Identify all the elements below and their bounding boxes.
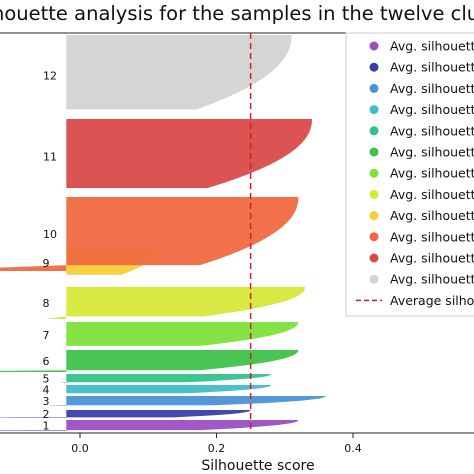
x-axis-label: Silhouette score — [201, 458, 314, 474]
cluster-9-label: 9 — [43, 257, 50, 270]
legend-frame — [345, 32, 474, 317]
legend-marker — [369, 168, 379, 178]
legend-marker — [369, 211, 379, 221]
cluster-12-label: 12 — [43, 70, 57, 83]
cluster-1-silhouette — [0, 420, 299, 431]
cluster-3-silhouette — [45, 396, 326, 406]
legend-label: Avg. silhouette — [390, 166, 474, 181]
cluster-bars — [0, 35, 326, 431]
legend-label: Avg. silhouette — [390, 251, 474, 266]
legend-marker — [369, 83, 379, 93]
legend-marker — [369, 41, 379, 51]
legend-marker — [369, 126, 379, 136]
legend-label: Avg. silhouette — [390, 39, 474, 54]
legend-marker — [369, 105, 379, 115]
cluster-12-silhouette — [66, 35, 292, 116]
legend-marker — [369, 147, 379, 157]
cluster-11-label: 11 — [43, 151, 57, 164]
cluster-2-silhouette — [0, 410, 251, 418]
legend-marker — [369, 232, 379, 242]
cluster-1-label: 1 — [43, 420, 50, 433]
legend-marker — [369, 189, 379, 199]
cluster-2-label: 2 — [43, 408, 50, 421]
cluster-11-silhouette — [66, 119, 313, 194]
cluster-4-silhouette — [66, 385, 272, 394]
legend-marker — [369, 62, 379, 72]
cluster-7-silhouette — [66, 322, 299, 348]
x-tick-label: 0.4 — [344, 442, 362, 455]
plot-frame — [0, 32, 474, 434]
cluster-10-label: 10 — [43, 228, 57, 241]
legend-label: Avg. silhouette — [390, 123, 474, 138]
legend-label: Average silhou — [390, 293, 474, 308]
x-tick-label: 0.0 — [71, 442, 89, 455]
cluster-3-label: 3 — [43, 395, 50, 408]
legend-label: Avg. silhouette — [390, 187, 474, 202]
legend-label: Avg. silhouette — [390, 229, 474, 244]
cluster-7-label: 7 — [43, 329, 50, 342]
legend-label: Avg. silhouette — [390, 102, 474, 117]
cluster-5-label: 5 — [43, 373, 50, 386]
legend: Avg. silhouette Avg. silhouette Avg. silho… — [345, 32, 474, 317]
legend-label: Avg. silhouette — [390, 81, 474, 96]
legend-label: Avg. silhouette — [390, 60, 474, 75]
cluster-6-silhouette — [0, 350, 299, 372]
legend-label: Avg. silhouette — [390, 145, 474, 160]
legend-label: Avg. silhouette — [390, 272, 474, 287]
legend-marker — [369, 253, 379, 263]
cluster-5-silhouette — [59, 374, 272, 383]
x-axis-ticks: 0.0 0.2 0.4 — [71, 433, 362, 455]
legend-marker — [369, 274, 379, 284]
cluster-8-label: 8 — [43, 297, 50, 310]
cluster-8-silhouette — [45, 287, 306, 319]
cluster-4-label: 4 — [43, 384, 50, 397]
chart-title: houette analysis for the samples in the … — [0, 2, 474, 25]
cluster-6-label: 6 — [43, 355, 50, 368]
x-tick-label: 0.2 — [208, 442, 226, 455]
cluster-10-silhouette — [0, 197, 299, 271]
legend-label: Avg. silhouette — [390, 208, 474, 223]
